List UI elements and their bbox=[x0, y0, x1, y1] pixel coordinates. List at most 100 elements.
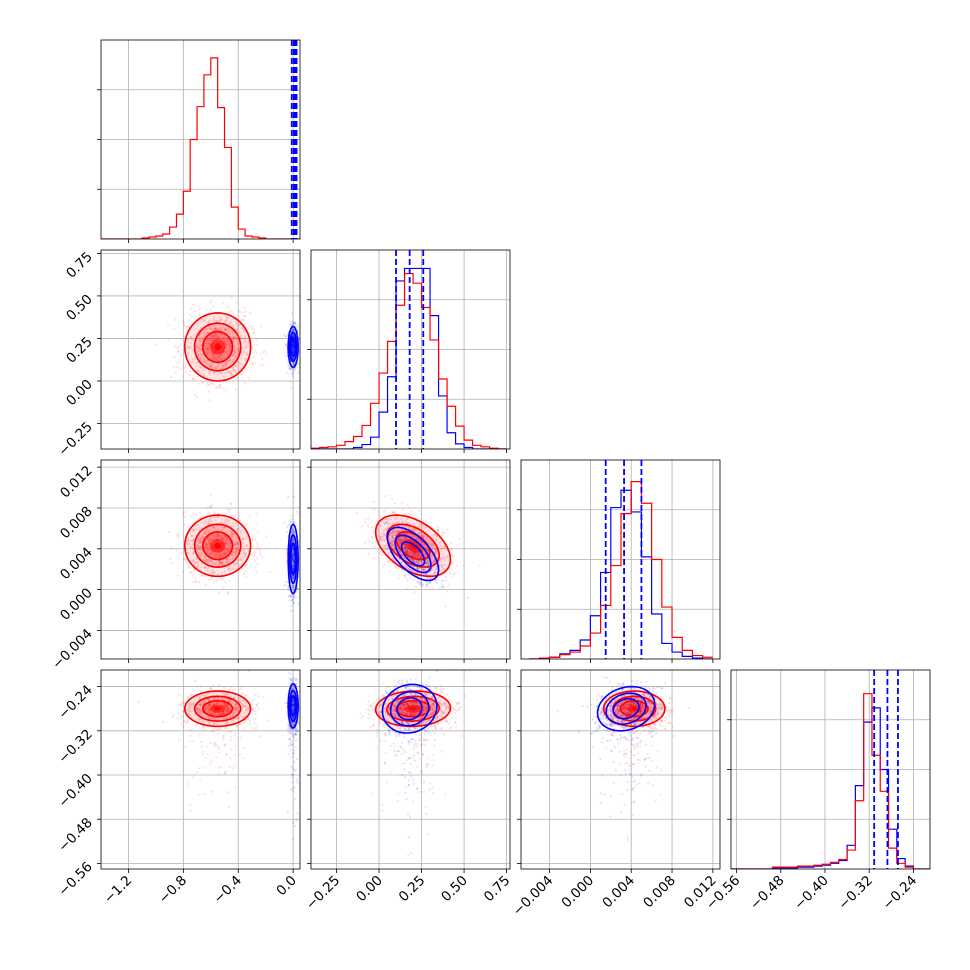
sample-point bbox=[256, 547, 259, 550]
sample-point bbox=[219, 534, 222, 537]
sample-point bbox=[185, 560, 188, 564]
sample-point bbox=[405, 550, 408, 553]
sample-point bbox=[404, 564, 407, 568]
sample-point bbox=[413, 555, 416, 559]
sample-point bbox=[284, 343, 288, 346]
sample-point bbox=[225, 566, 229, 569]
sample-point bbox=[192, 529, 195, 532]
sample-point bbox=[233, 344, 236, 347]
sample-point bbox=[388, 537, 391, 540]
sample-point bbox=[187, 352, 190, 355]
sample-point bbox=[405, 533, 408, 536]
sample-point bbox=[292, 554, 295, 557]
sample-point bbox=[203, 344, 207, 347]
sample-point bbox=[228, 556, 231, 559]
sample-point bbox=[415, 561, 418, 564]
sample-point bbox=[286, 531, 289, 534]
sample-point bbox=[219, 383, 222, 386]
sample-point bbox=[227, 339, 230, 342]
sample-point bbox=[225, 380, 228, 383]
sample-point bbox=[230, 554, 233, 557]
sample-point bbox=[214, 332, 217, 335]
sample-point bbox=[435, 538, 438, 542]
sample-point bbox=[411, 569, 414, 572]
sample-point bbox=[292, 357, 295, 360]
sample-point bbox=[209, 399, 212, 402]
sample-point bbox=[211, 552, 214, 555]
sample-point bbox=[258, 553, 262, 556]
sample-point bbox=[220, 554, 223, 558]
sample-point bbox=[291, 345, 294, 348]
sample-point bbox=[205, 351, 209, 354]
sample-point bbox=[179, 354, 183, 357]
sample-point bbox=[442, 546, 445, 550]
sample-point bbox=[207, 363, 211, 366]
sample-point bbox=[259, 352, 262, 356]
sample-point bbox=[224, 364, 227, 367]
sample-point bbox=[206, 331, 209, 334]
sample-point bbox=[217, 363, 221, 366]
sample-point bbox=[221, 367, 224, 370]
sample-point bbox=[236, 327, 239, 330]
sample-point bbox=[418, 553, 421, 556]
sample-point bbox=[228, 333, 231, 336]
sample-point bbox=[425, 520, 428, 523]
sample-point bbox=[210, 363, 213, 366]
sample-point bbox=[431, 587, 434, 590]
sample-point bbox=[387, 551, 390, 554]
sample-point bbox=[188, 319, 191, 322]
sample-point bbox=[204, 532, 207, 535]
sample-point bbox=[205, 528, 208, 531]
sample-point bbox=[233, 349, 236, 352]
sample-point bbox=[291, 552, 294, 555]
sample-point bbox=[225, 542, 228, 545]
sample-point bbox=[223, 554, 226, 557]
sample-point bbox=[211, 334, 214, 337]
sample-point bbox=[395, 529, 398, 533]
sample-point bbox=[215, 357, 218, 360]
sample-point bbox=[394, 521, 397, 525]
sample-point bbox=[223, 329, 226, 332]
sample-point bbox=[235, 342, 238, 345]
sample-point bbox=[424, 538, 427, 541]
sample-point bbox=[225, 548, 228, 551]
sample-point bbox=[292, 341, 295, 344]
sample-point bbox=[391, 534, 394, 537]
sample-point bbox=[237, 517, 240, 520]
sample-point bbox=[196, 540, 199, 543]
sample-point bbox=[207, 348, 210, 351]
sample-point bbox=[200, 345, 203, 348]
sample-point bbox=[215, 533, 218, 536]
sample-point bbox=[244, 553, 247, 556]
sample-point bbox=[235, 329, 238, 332]
sample-point bbox=[231, 532, 234, 535]
sample-point bbox=[411, 553, 414, 556]
sample-point bbox=[233, 532, 236, 536]
sample-point bbox=[433, 561, 436, 564]
sample-point bbox=[292, 595, 295, 598]
sample-point bbox=[198, 314, 201, 317]
sample-point bbox=[400, 554, 403, 557]
sample-point bbox=[425, 562, 428, 565]
sample-point bbox=[232, 366, 235, 370]
sample-point bbox=[291, 330, 294, 333]
sample-point bbox=[212, 335, 215, 338]
sample-point bbox=[236, 549, 239, 552]
sample-point bbox=[222, 562, 225, 565]
sample-point bbox=[213, 353, 216, 356]
sample-point bbox=[416, 553, 420, 556]
sample-point bbox=[428, 581, 431, 584]
sample-point bbox=[197, 528, 201, 532]
sample-point bbox=[216, 553, 219, 556]
sample-point bbox=[226, 537, 229, 540]
sample-point bbox=[238, 324, 241, 327]
sample-point bbox=[202, 531, 206, 535]
sample-point bbox=[213, 555, 216, 558]
sample-point bbox=[230, 533, 233, 537]
sample-point bbox=[417, 567, 420, 571]
sample-point bbox=[293, 594, 296, 597]
sample-point bbox=[236, 350, 239, 354]
sample-point bbox=[291, 372, 294, 375]
sample-point bbox=[219, 354, 222, 357]
sample-point bbox=[285, 581, 288, 584]
